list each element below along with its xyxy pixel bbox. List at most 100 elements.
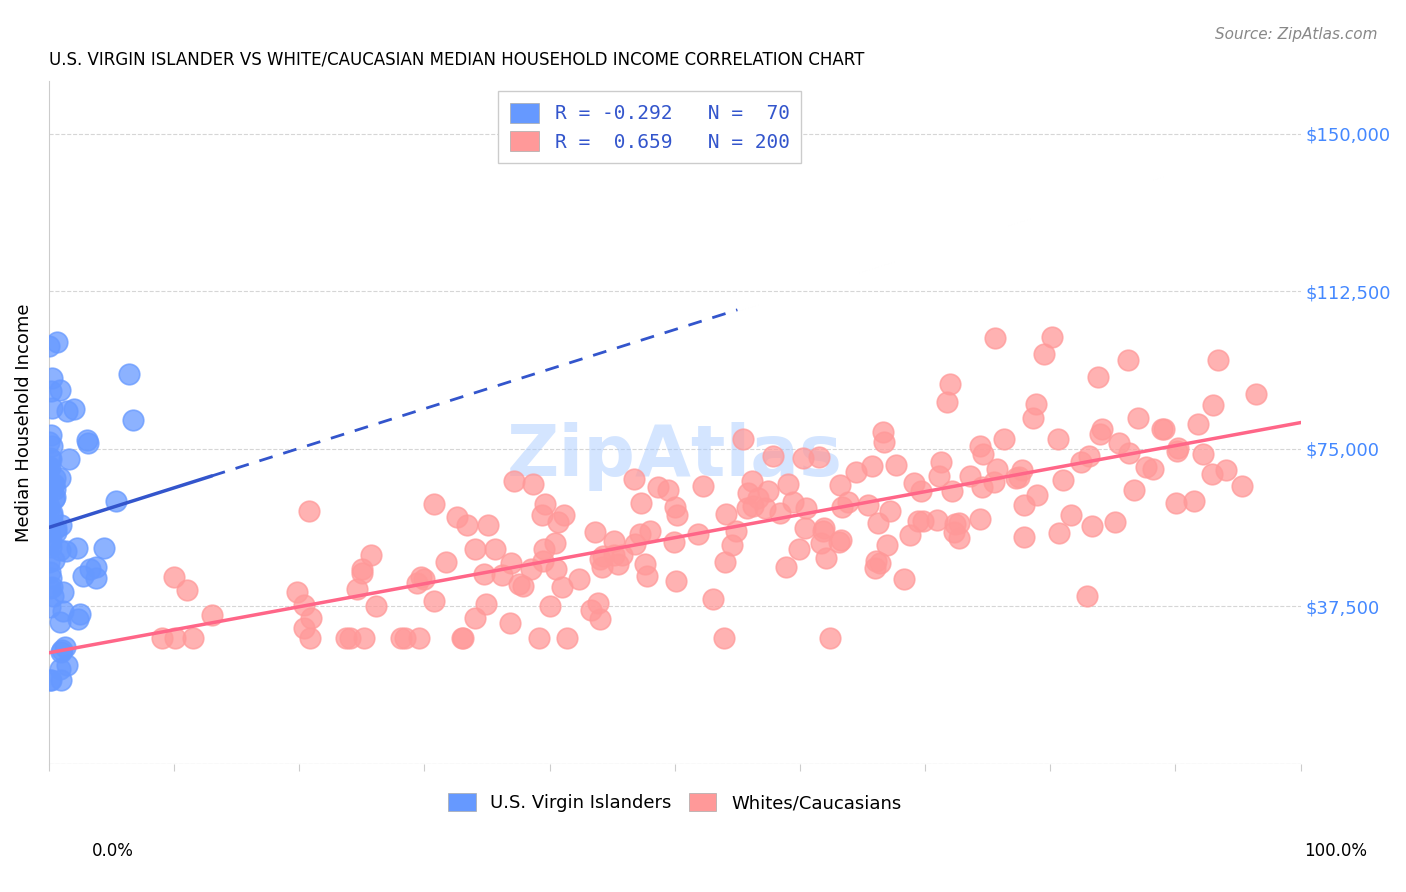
Point	[831, 500, 853, 514]
Text: U.S. VIRGIN ISLANDER VS WHITE/CAUCASIAN MEDIAN HOUSEHOLD INCOME CORRELATION CHAR: U.S. VIRGIN ISLANDER VS WHITE/CAUCASIAN …	[49, 51, 865, 69]
Point	[929, 454, 952, 468]
Point	[756, 483, 779, 498]
Point	[423, 496, 446, 510]
Point	[1192, 447, 1215, 461]
Point	[181, 631, 204, 645]
Point	[579, 602, 602, 616]
Point	[868, 516, 890, 531]
Point	[51, 645, 73, 659]
Point	[657, 483, 679, 498]
Point	[472, 567, 495, 582]
Point	[44, 490, 66, 504]
Point	[38, 524, 60, 538]
Point	[38, 534, 60, 549]
Point	[1153, 422, 1175, 436]
Point	[522, 476, 544, 491]
Point	[943, 524, 966, 539]
Point	[873, 434, 896, 449]
Point	[721, 538, 744, 552]
Point	[647, 480, 669, 494]
Point	[1088, 427, 1111, 442]
Point	[477, 517, 499, 532]
Point	[527, 631, 550, 645]
Point	[360, 548, 382, 562]
Point	[1244, 387, 1267, 401]
Point	[959, 468, 981, 483]
Point	[298, 631, 321, 645]
Point	[794, 521, 817, 535]
Point	[38, 434, 60, 449]
Point	[1026, 488, 1049, 502]
Point	[943, 517, 966, 532]
Point	[1052, 473, 1074, 487]
Point	[72, 568, 94, 582]
Point	[51, 673, 73, 687]
Point	[636, 568, 658, 582]
Point	[464, 611, 486, 625]
Point	[49, 518, 72, 533]
Point	[775, 560, 797, 574]
Point	[38, 339, 60, 353]
Point	[1122, 483, 1144, 497]
Point	[630, 496, 652, 510]
Point	[93, 541, 115, 556]
Point	[754, 501, 776, 516]
Point	[352, 566, 374, 581]
Point	[735, 501, 758, 516]
Point	[828, 535, 851, 549]
Point	[530, 508, 553, 522]
Point	[969, 512, 991, 526]
Point	[292, 598, 315, 612]
Point	[475, 597, 498, 611]
Point	[491, 568, 513, 582]
Point	[353, 631, 375, 645]
Text: 0.0%: 0.0%	[91, 842, 134, 860]
Point	[66, 541, 89, 556]
Point	[405, 576, 427, 591]
Point	[1201, 467, 1223, 481]
Point	[56, 404, 79, 418]
Point	[737, 486, 759, 500]
Point	[762, 449, 785, 463]
Point	[1142, 462, 1164, 476]
Point	[58, 451, 80, 466]
Point	[41, 508, 63, 523]
Point	[49, 615, 72, 629]
Point	[731, 432, 754, 446]
Point	[1135, 459, 1157, 474]
Point	[1182, 493, 1205, 508]
Point	[150, 631, 173, 645]
Point	[1011, 463, 1033, 477]
Point	[747, 491, 769, 506]
Point	[589, 552, 612, 566]
Point	[446, 510, 468, 524]
Point	[38, 518, 60, 533]
Point	[41, 480, 63, 494]
Point	[51, 643, 73, 657]
Point	[986, 462, 1008, 476]
Point	[52, 585, 75, 599]
Point	[38, 503, 60, 517]
Point	[692, 479, 714, 493]
Point	[666, 508, 689, 522]
Point	[339, 631, 361, 645]
Point	[41, 506, 63, 520]
Y-axis label: Median Household Income: Median Household Income	[15, 303, 32, 541]
Point	[741, 499, 763, 513]
Point	[409, 570, 432, 584]
Point	[394, 631, 416, 645]
Point	[533, 541, 555, 556]
Point	[607, 557, 630, 571]
Point	[863, 561, 886, 575]
Point	[592, 549, 614, 563]
Point	[1206, 353, 1229, 368]
Point	[586, 596, 609, 610]
Point	[287, 584, 309, 599]
Point	[121, 413, 143, 427]
Text: 100.0%: 100.0%	[1305, 842, 1367, 860]
Point	[538, 599, 561, 614]
Point	[45, 525, 67, 540]
Point	[879, 504, 901, 518]
Point	[603, 549, 626, 563]
Point	[366, 599, 388, 614]
